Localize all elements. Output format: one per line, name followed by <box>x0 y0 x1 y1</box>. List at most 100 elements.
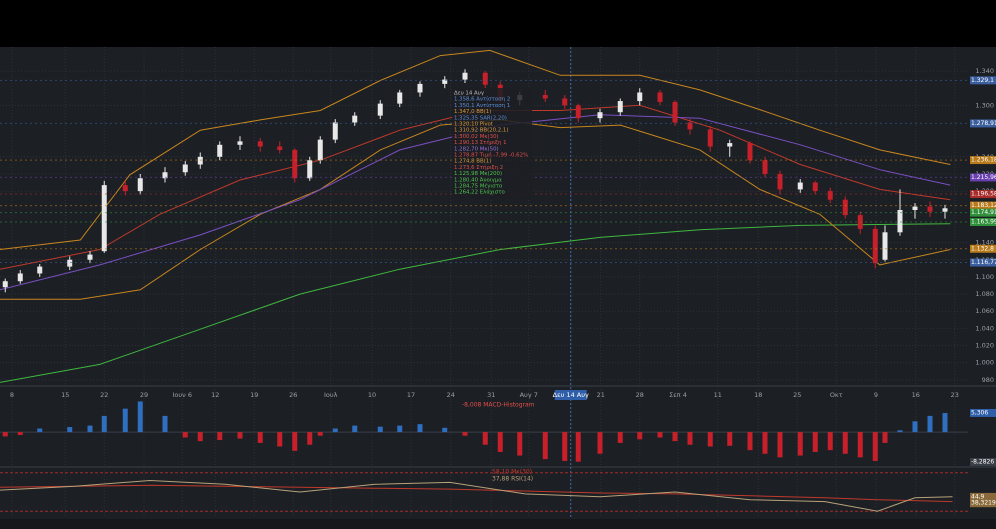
legend-entry: 1.280,40 Άνοιγμα <box>454 176 502 183</box>
price-marker <box>970 208 996 217</box>
x-tick-label: 18 <box>754 391 762 399</box>
price-marker <box>970 218 996 227</box>
rsi-label: 37,88 RSI(14) <box>492 476 533 483</box>
candle-body <box>617 101 623 113</box>
histogram-bar <box>2 432 8 437</box>
histogram-bar <box>17 432 23 435</box>
histogram-bar <box>727 432 733 446</box>
axis-marker-label: 38,3219 <box>971 500 996 507</box>
candle-body <box>812 182 818 192</box>
x-tick-label: Ιουλ <box>324 391 338 399</box>
legend-entry: 1.300,02 Μκ(30) <box>454 134 499 140</box>
histogram-bar <box>542 432 548 460</box>
x-tick-label: 17 <box>407 391 415 399</box>
price-marker <box>970 258 996 267</box>
x-tick-label: Δευ 14 Αυγ <box>553 391 589 399</box>
y-tick-label: 1.300 <box>975 101 994 109</box>
candle-body <box>562 98 568 106</box>
y-tick-label: 1.100 <box>975 273 994 281</box>
axis-marker-label: -8,2826 <box>971 458 994 465</box>
candle-body <box>317 139 323 161</box>
histogram-bar <box>597 432 603 454</box>
candle-body <box>17 273 23 282</box>
x-tick-label: Ιουν 6 <box>173 391 193 399</box>
legend-entry: 1.273,6 Στήριξη 2 <box>454 164 503 171</box>
legend-entry: 1.310,92 BB(20,2,1) <box>454 128 508 134</box>
histogram-bar <box>575 432 581 462</box>
candle-body <box>217 144 223 157</box>
indicator-line <box>0 49 951 250</box>
histogram-bar <box>827 432 833 451</box>
candle-body <box>637 92 643 102</box>
histogram-bar <box>462 432 468 436</box>
histogram-bar <box>872 432 878 461</box>
price-marker-label: 1.236,18 <box>971 157 996 164</box>
histogram-bar <box>687 432 693 445</box>
rsi-line <box>0 479 953 512</box>
histogram-bar <box>197 432 203 442</box>
legend-entry: 1.290,13 Στήριξη 1 <box>454 139 507 146</box>
candle-body <box>257 141 263 147</box>
histogram-bar <box>332 428 338 433</box>
histogram-bar <box>562 432 568 461</box>
candle-body <box>277 146 283 150</box>
x-tick-label: 10 <box>368 391 376 399</box>
histogram-bar <box>517 432 523 456</box>
x-tick-label: Σεπ 4 <box>669 391 687 399</box>
histogram-bar <box>101 415 107 433</box>
x-tick-label: Αυγ 7 <box>520 391 538 399</box>
histogram-bar <box>377 426 383 433</box>
x-tick-label: 26 <box>289 391 297 399</box>
candle-body <box>122 185 128 192</box>
histogram-bar <box>812 432 818 452</box>
candle-body <box>797 182 803 190</box>
histogram-bar <box>257 432 263 443</box>
price-marker-label: 1.174,91 <box>971 209 996 216</box>
histogram-bar <box>277 432 283 447</box>
price-marker <box>970 173 996 182</box>
candle-body <box>842 199 848 216</box>
candle-body <box>237 141 243 145</box>
y-tick-label: 1.140 <box>975 239 994 247</box>
candle-body <box>672 101 678 123</box>
y-tick-label: 1.340 <box>975 67 994 75</box>
histogram-bar <box>162 415 168 433</box>
candle-body <box>377 103 383 116</box>
candle-body <box>417 83 423 93</box>
candle-body <box>137 178 143 192</box>
legend-entry: 1.278,87 Τιμή -7,99 -0,62% <box>454 152 528 159</box>
y-tick-label: 980 <box>982 376 994 384</box>
candle-body <box>912 206 918 210</box>
histogram-bar <box>897 430 903 433</box>
candle-body <box>707 129 713 147</box>
x-tick-label: Οκτ <box>830 391 843 399</box>
histogram-bar <box>87 425 93 433</box>
y-tick-label: 1.000 <box>975 359 994 367</box>
candle-body <box>307 160 313 179</box>
legend-entry: 1.125,98 Μκ(200) <box>454 171 502 177</box>
histogram-bar <box>707 432 713 447</box>
candle-body <box>332 122 338 140</box>
price-marker-label: 1.215,96 <box>971 174 996 181</box>
axis-marker <box>970 499 996 508</box>
crosshair-label-bg <box>554 390 587 400</box>
histogram-bar <box>307 432 313 445</box>
candle-body <box>292 149 298 179</box>
histogram-bar <box>442 427 448 433</box>
rsi-line <box>0 484 953 503</box>
candle-body <box>162 172 168 179</box>
x-tick-label: 25 <box>793 391 801 399</box>
x-tick-label: 9 <box>874 391 878 399</box>
histogram-bar <box>617 432 623 443</box>
histogram-bar <box>122 408 128 433</box>
toolbar[interactable] <box>0 519 996 529</box>
x-tick-label: 21 <box>597 391 605 399</box>
y-tick-label: 1.040 <box>975 324 994 332</box>
candle-body <box>882 232 888 260</box>
histogram-bar <box>397 425 403 433</box>
price-marker <box>970 244 996 253</box>
histogram-bar <box>747 432 753 451</box>
candle-body <box>777 173 783 190</box>
